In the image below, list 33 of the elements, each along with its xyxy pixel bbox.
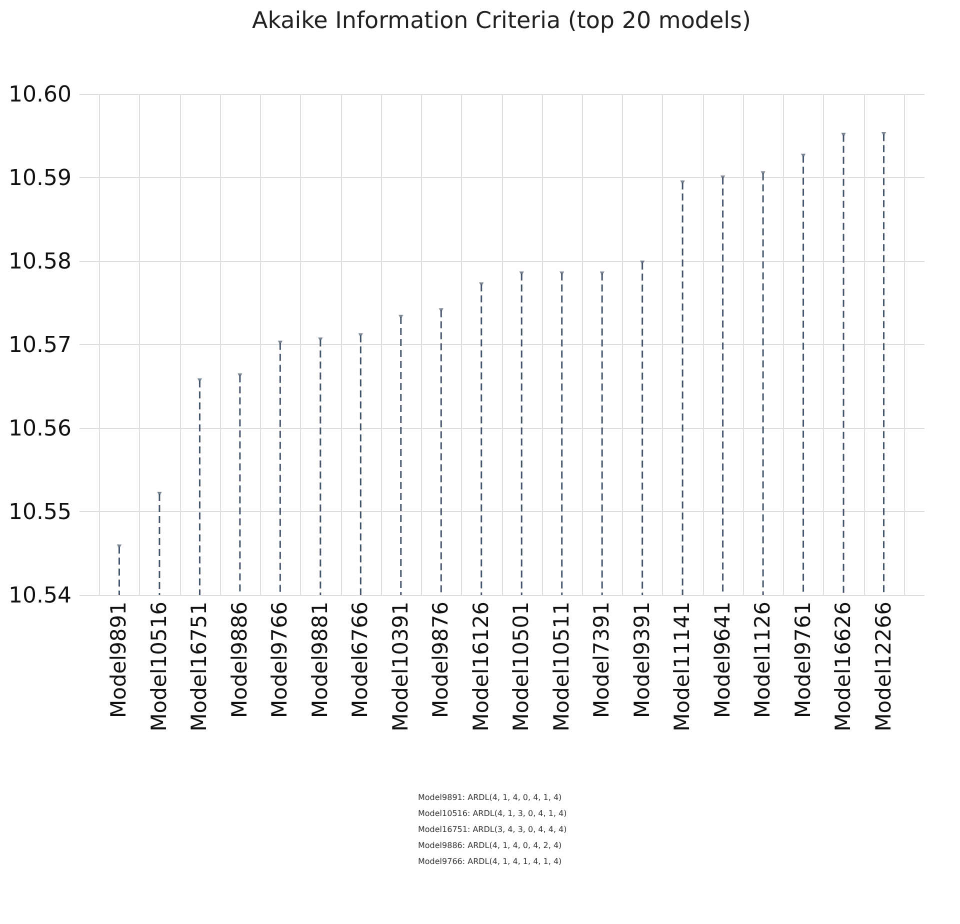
y-tick-label: 10.56 xyxy=(8,416,72,442)
text: Model9886: ARDL(4, 1, 4, 0, 4, 2, 4) xyxy=(418,840,563,852)
x-tick-label: Model9876 xyxy=(428,602,453,718)
x-tick-label: Model9891 xyxy=(106,602,131,718)
x-tick-label: Model10391 xyxy=(388,602,412,732)
y-tick-label: 10.60 xyxy=(8,82,72,108)
x-tick-label: Model6766 xyxy=(348,602,372,718)
x-tick-label: Model9886 xyxy=(227,602,252,718)
y-tick-label: 10.58 xyxy=(8,250,72,274)
x-tick-label: Model11141 xyxy=(670,602,694,732)
y-tick-label: 10.55 xyxy=(8,500,72,525)
x-tick-label: Model16751 xyxy=(187,602,212,732)
x-tick-label: Model9641 xyxy=(710,602,734,718)
x-tick-label: Model7391 xyxy=(590,602,614,718)
chart-title: Akaike Information Criteria (top 20 models) xyxy=(252,8,751,34)
y-tick-label: 10.57 xyxy=(8,333,72,358)
x-tick-label: Model1126 xyxy=(750,602,775,718)
x-tick-label: Model10516 xyxy=(146,602,171,732)
x-tick-label: Model9766 xyxy=(268,602,292,718)
y-tick-label: 10.59 xyxy=(8,166,72,191)
y-tick-label: 10.54 xyxy=(8,584,72,608)
text: Model9891: ARDL(4, 1, 4, 0, 4, 1, 4) xyxy=(418,792,563,804)
x-tick-label: Model9391 xyxy=(630,602,654,718)
x-tick-label: Model16126 xyxy=(468,602,493,732)
text: Model10516: ARDL(4, 1, 3, 0, 4, 1, 4) xyxy=(418,808,568,820)
text: Model16751: ARDL(3, 4, 3, 0, 4, 4, 4) xyxy=(418,824,568,836)
x-tick-label: Model10501 xyxy=(509,602,534,732)
x-tick-label: Model9881 xyxy=(308,602,332,718)
x-tick-label: Model16626 xyxy=(831,602,856,732)
x-tick-label: Model10511 xyxy=(549,602,574,732)
text: Model9766: ARDL(4, 1, 4, 1, 4, 1, 4) xyxy=(418,856,563,868)
x-tick-label: Model12266 xyxy=(871,602,896,732)
x-tick-label: Model9761 xyxy=(790,602,815,718)
